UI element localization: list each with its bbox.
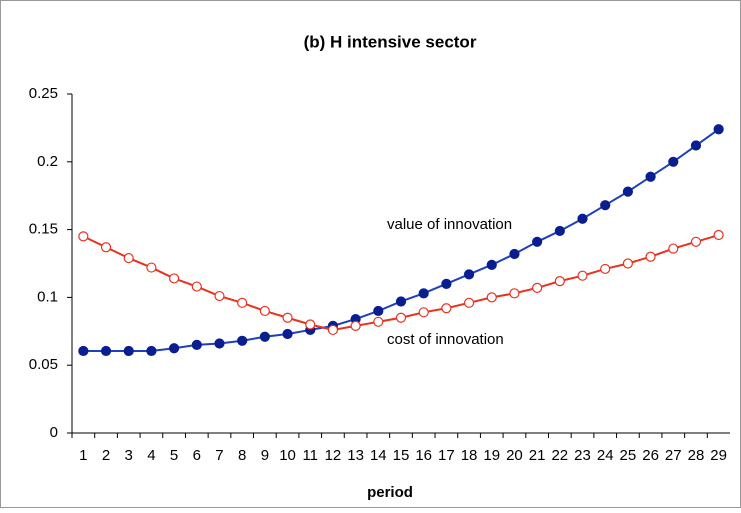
x-tick-label: 1 (79, 447, 87, 464)
y-tick-label: 0.15 (29, 221, 58, 238)
data-point (169, 273, 180, 284)
x-tick-label: 2 (102, 447, 110, 464)
x-tick-label: 20 (506, 447, 523, 464)
data-point (282, 328, 293, 340)
data-point (645, 171, 656, 182)
data-point (622, 186, 633, 197)
x-tick-label: 27 (665, 447, 682, 464)
data-point (600, 263, 611, 275)
x-tick-label: 6 (193, 447, 201, 464)
data-point (418, 288, 429, 299)
data-point (146, 262, 157, 273)
data-point (191, 281, 202, 292)
data-point (554, 276, 565, 287)
data-point (554, 225, 565, 237)
x-tick-label: 19 (483, 447, 500, 464)
x-tick-label: 7 (215, 447, 223, 464)
data-point (214, 338, 225, 349)
data-point (668, 156, 679, 167)
data-point (282, 312, 293, 323)
x-tick-label: 9 (261, 447, 269, 464)
x-tick-label: 12 (325, 447, 342, 464)
data-point (690, 140, 702, 151)
data-point (441, 278, 452, 289)
y-tick-label: 0 (50, 424, 58, 441)
x-tick-label: 8 (238, 447, 246, 464)
data-point (305, 319, 316, 330)
data-point (645, 251, 656, 262)
data-point (509, 248, 520, 260)
data-point (532, 236, 543, 247)
data-point (418, 307, 429, 318)
data-point (577, 270, 588, 281)
x-tick-label: 16 (415, 447, 432, 464)
x-tick-label: 23 (574, 447, 591, 464)
data-point (668, 243, 679, 254)
data-point (237, 335, 248, 346)
y-tick-label: 0.2 (37, 153, 58, 170)
data-point (214, 290, 225, 302)
data-point (395, 296, 407, 307)
data-point (327, 324, 339, 336)
data-point (100, 242, 112, 253)
series-label: cost of innovation (387, 331, 504, 348)
data-point (78, 231, 89, 242)
x-tick-label: 15 (393, 447, 410, 464)
data-point (100, 345, 112, 357)
y-tick-label: 0.05 (29, 356, 58, 373)
x-tick-label: 25 (620, 447, 637, 464)
data-point (486, 292, 497, 303)
data-point (259, 305, 270, 317)
x-tick-label: 5 (170, 447, 178, 464)
data-point (123, 345, 134, 357)
data-point (395, 312, 407, 323)
data-point (350, 320, 361, 331)
data-point (532, 282, 543, 294)
x-tick-label: 29 (710, 447, 727, 464)
series-label: value of innovation (387, 216, 512, 233)
x-tick-label: 4 (147, 447, 155, 464)
data-point (577, 213, 588, 224)
data-point (123, 252, 134, 264)
data-point (78, 345, 89, 357)
data-point (690, 236, 702, 247)
y-tick-label: 0.1 (37, 288, 58, 305)
data-point (191, 339, 202, 350)
data-point (486, 259, 497, 270)
data-point (237, 297, 248, 308)
x-tick-label: 11 (302, 447, 318, 464)
data-point (373, 305, 384, 317)
x-tick-label: 10 (279, 447, 296, 464)
x-tick-label: 17 (438, 447, 455, 464)
data-point (509, 288, 520, 299)
data-point (146, 345, 157, 357)
data-point (441, 303, 452, 314)
data-point (600, 200, 611, 211)
x-tick-label: 22 (551, 447, 568, 464)
x-tick-label: 21 (529, 447, 546, 464)
data-point (622, 258, 633, 269)
data-point (373, 316, 384, 327)
x-tick-label: 24 (597, 447, 614, 464)
x-tick-label: 28 (688, 447, 705, 464)
x-tick-label: 13 (347, 447, 364, 464)
x-tick-label: 14 (370, 447, 387, 464)
x-tick-label: 3 (125, 447, 133, 464)
x-axis-label: period (367, 484, 413, 501)
data-point (259, 331, 270, 342)
data-point (713, 229, 724, 241)
y-tick-label: 0.25 (29, 85, 58, 102)
x-tick-label: 26 (642, 447, 659, 464)
data-point (463, 269, 475, 280)
chart-title: (b) H intensive sector (304, 32, 477, 51)
data-point (169, 343, 180, 354)
data-point (713, 124, 724, 135)
x-tick-label: 18 (461, 447, 478, 464)
data-point (463, 297, 475, 308)
